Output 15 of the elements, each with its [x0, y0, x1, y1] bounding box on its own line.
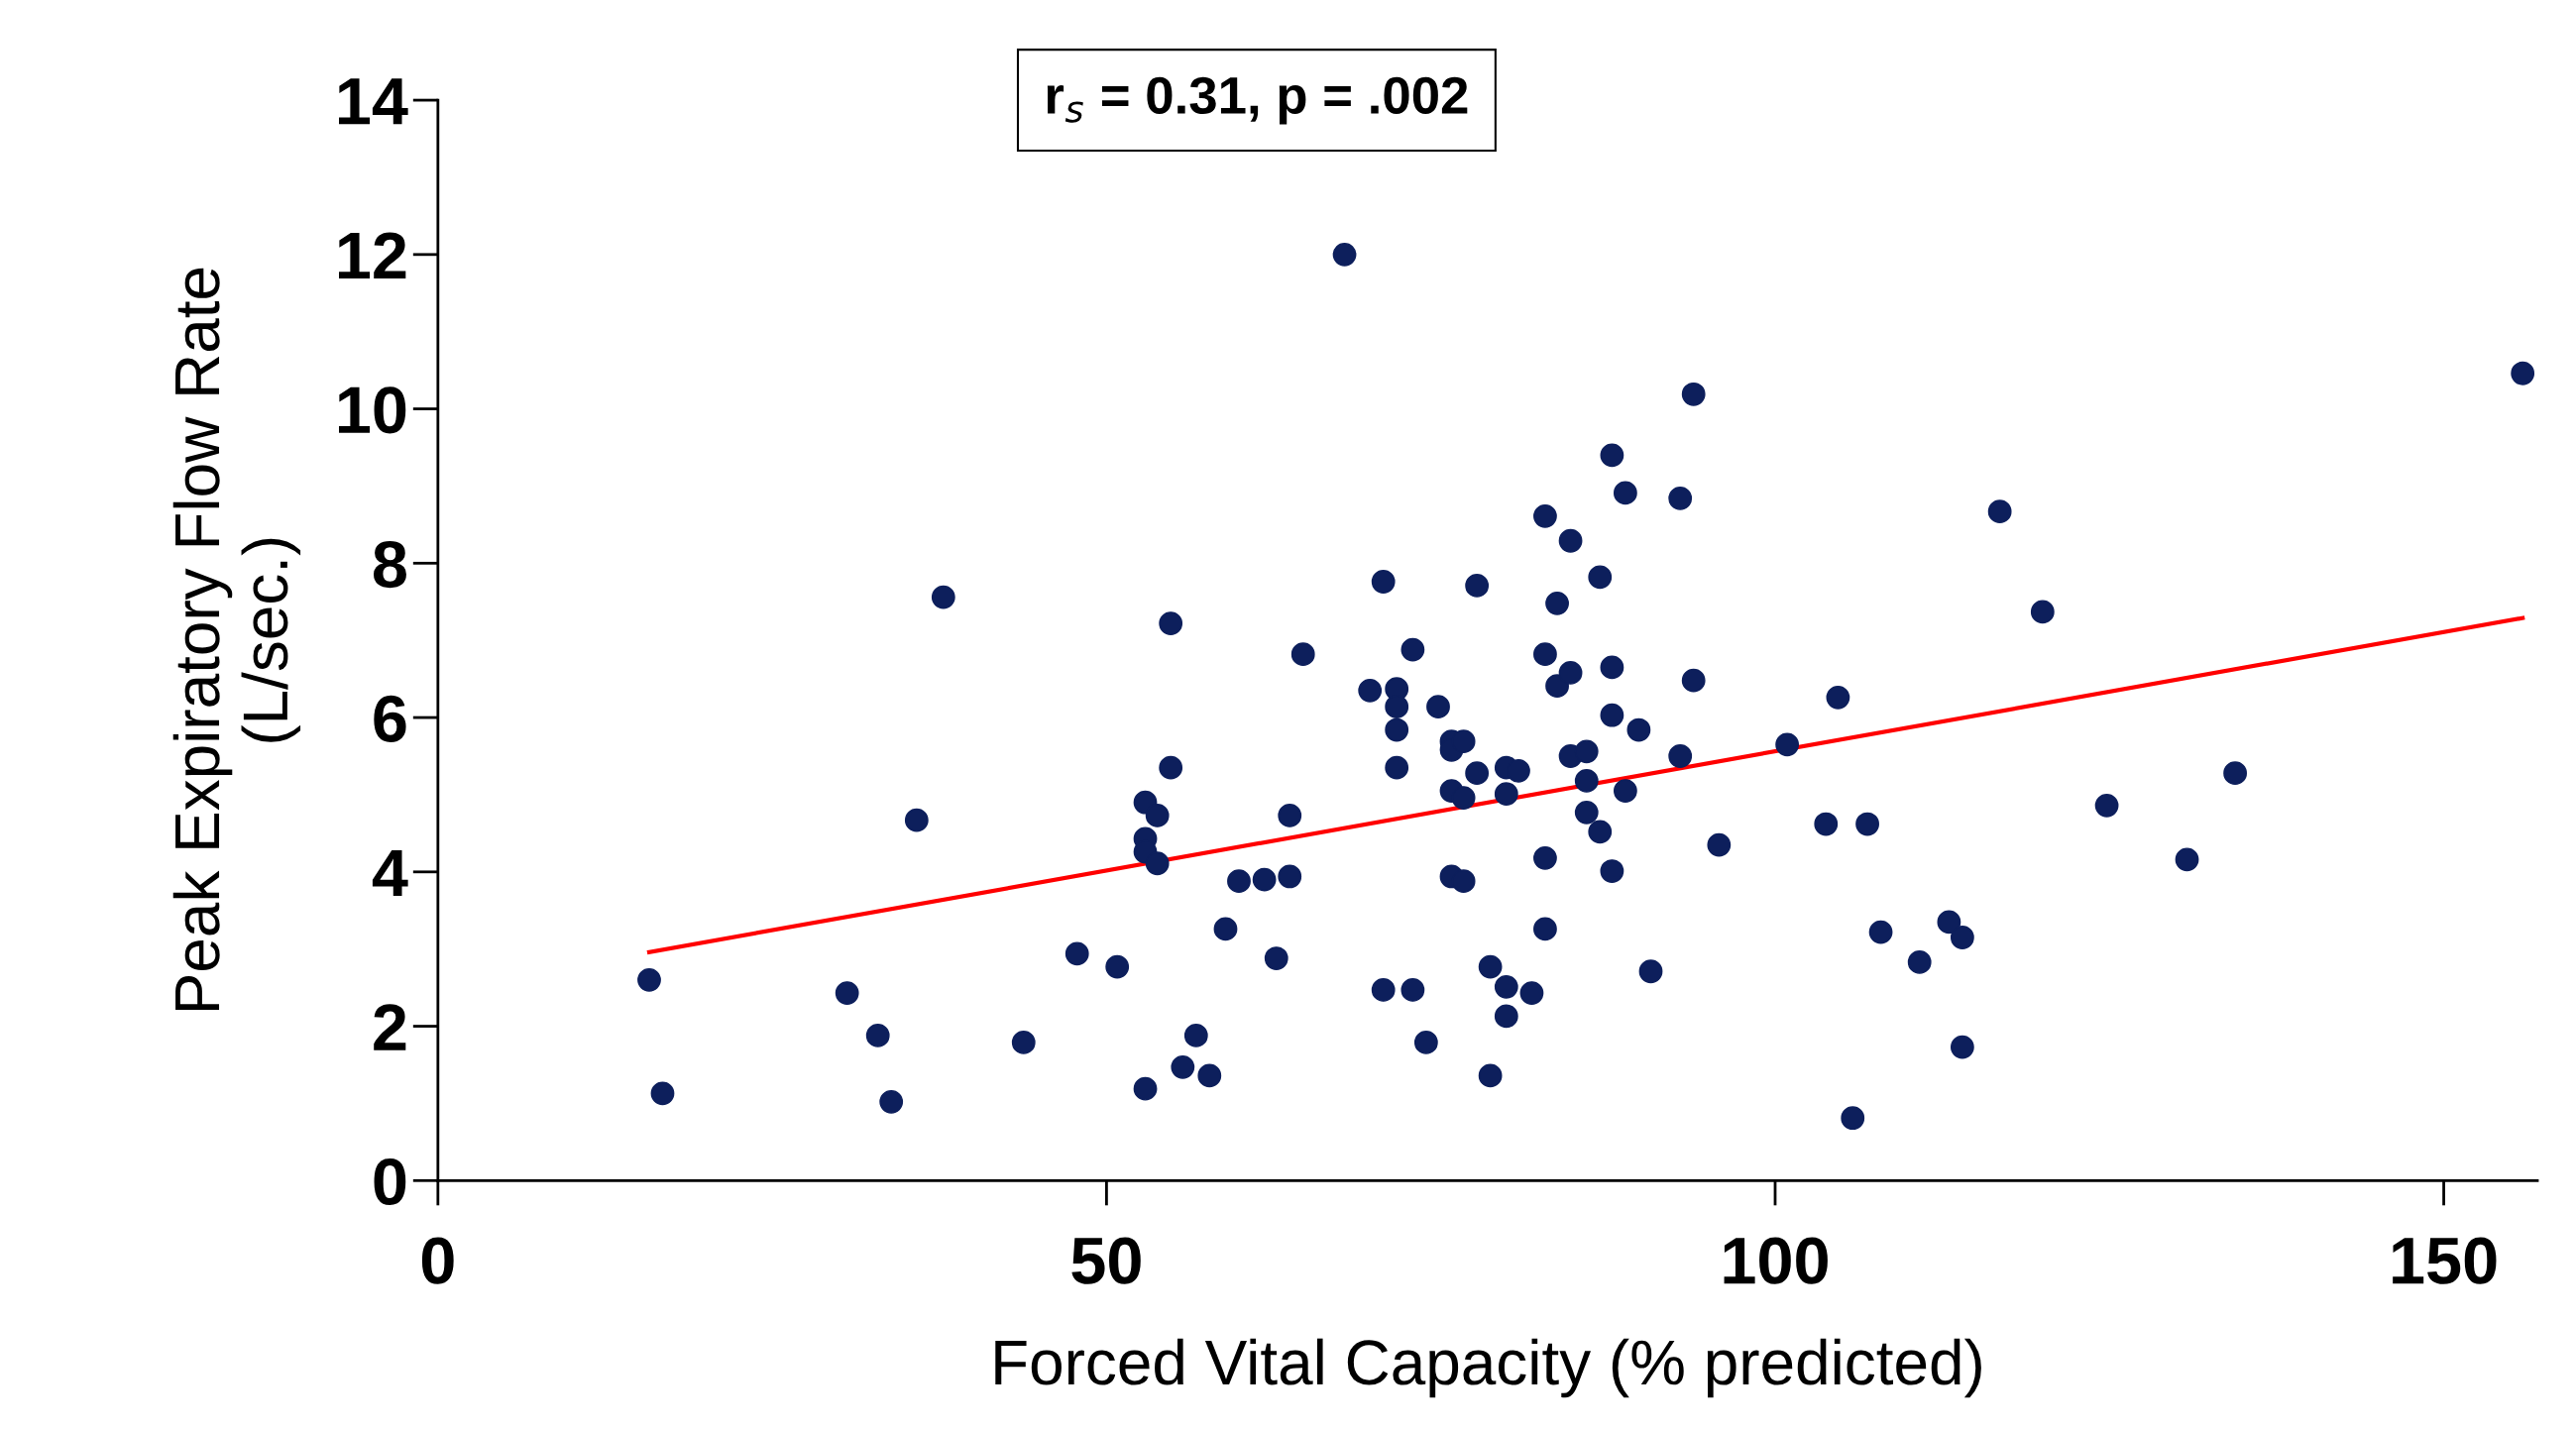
annotation: r$_{s}$ = 0.31, p = .002	[1047, 76, 1468, 125]
y-tick-label: 4	[372, 850, 408, 896]
y-tick-label: 0	[374, 1157, 406, 1206]
y-tick-label: 8	[374, 540, 406, 589]
x-tick-label: 100	[1724, 1237, 1828, 1284]
y-tick-label: 2	[374, 1004, 406, 1050]
y-tick-label: 14	[339, 78, 408, 125]
y-axis-title: Peak Expiratory Flow Rate (L/sec.)	[172, 268, 301, 1011]
x-axis-title: Forced Vital Capacity (% predicted)	[995, 1338, 1981, 1398]
x-tick-label: 50	[1071, 1237, 1141, 1284]
x-tick-label: 150	[2393, 1237, 2497, 1284]
y-tick-label: 6	[374, 695, 406, 742]
y-tick-label: 10	[339, 386, 406, 434]
x-tick-label: 0	[421, 1237, 454, 1284]
y-tick-label: 12	[339, 232, 406, 278]
